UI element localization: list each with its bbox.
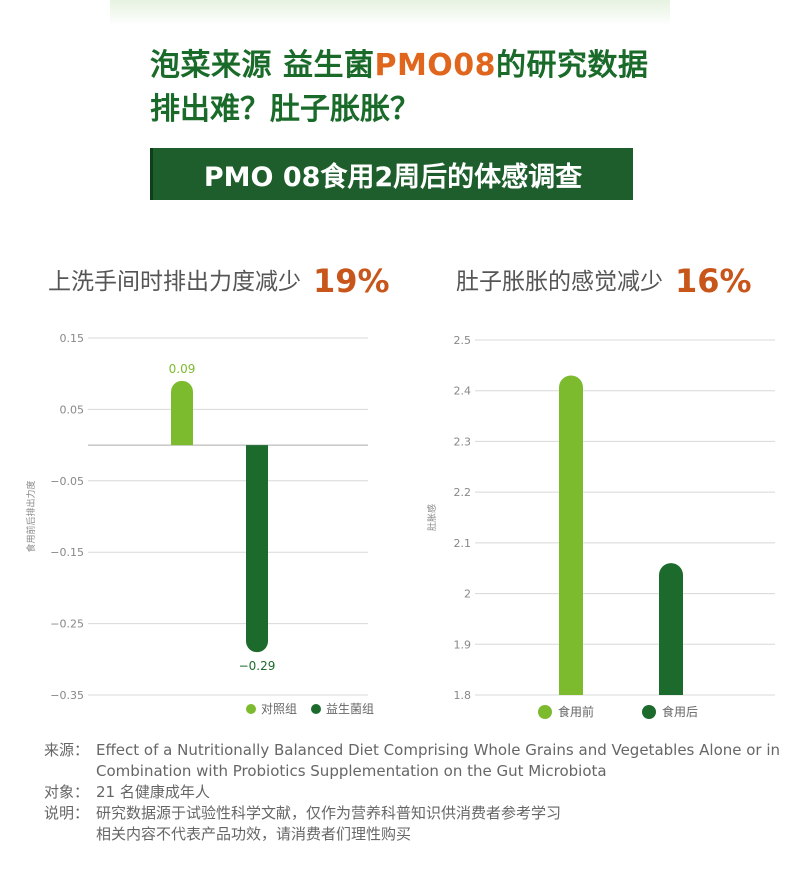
page-subtitle: 排出难？肚子胀胀？ bbox=[150, 92, 420, 127]
title-suffix: 的研究数据 bbox=[496, 48, 649, 83]
note-key: 说明： bbox=[44, 804, 90, 822]
chart1-heading-text: 上洗手间时排出力度减少 bbox=[48, 269, 301, 295]
bar-食用后 bbox=[659, 563, 683, 695]
chart2-heading-percent: 16% bbox=[675, 262, 752, 300]
y-tick-label: 1.9 bbox=[454, 638, 472, 651]
source-row: 来源： Effect of a Nutritionally Balanced Di… bbox=[44, 740, 786, 782]
legend-dot bbox=[538, 705, 552, 719]
subject-key: 对象： bbox=[44, 783, 90, 801]
note-value-1: 研究数据源于试验性科学文献，仅作为营养科普知识供消费者参考学习 bbox=[96, 804, 562, 822]
legend-dot bbox=[642, 705, 656, 719]
subject-value: 21 名健康成年人 bbox=[96, 783, 210, 801]
note-row-2: 相关内容不代表产品功效，请消费者们理性购买 bbox=[44, 824, 786, 845]
y-tick-label: 2 bbox=[464, 588, 471, 601]
legend-dot bbox=[246, 704, 256, 714]
legend-label: 食用后 bbox=[662, 704, 698, 719]
legend-label: 对照组 bbox=[261, 702, 297, 716]
y-tick-label: 1.8 bbox=[454, 689, 472, 702]
data-label: 0.09 bbox=[169, 362, 196, 376]
y-tick-label: 2.5 bbox=[454, 334, 472, 347]
source-key: 来源： bbox=[44, 741, 90, 759]
y-tick-label: −0.25 bbox=[50, 618, 84, 631]
y-axis-label: 食用前后排出力度 bbox=[25, 480, 37, 552]
bar-食用前 bbox=[559, 375, 583, 695]
y-tick-label: 2.4 bbox=[454, 385, 472, 398]
note-key-blank bbox=[44, 824, 96, 845]
source-value: Effect of a Nutritionally Balanced Diet … bbox=[96, 741, 781, 780]
y-tick-label: 2.1 bbox=[454, 537, 472, 550]
bar-益生菌组 bbox=[246, 445, 268, 653]
y-tick-label: 2.2 bbox=[454, 486, 472, 499]
note-value-2: 相关内容不代表产品功效，请消费者们理性购买 bbox=[96, 825, 412, 843]
note-row: 说明： 研究数据源于试验性科学文献，仅作为营养科普知识供消费者参考学习 bbox=[44, 803, 786, 824]
y-tick-label: 0.05 bbox=[60, 403, 85, 416]
subject-row: 对象： 21 名健康成年人 bbox=[44, 782, 786, 803]
legend-label: 益生菌组 bbox=[326, 702, 374, 716]
chart2-heading-text: 肚子胀胀的感觉减少 bbox=[456, 269, 663, 295]
y-tick-label: −0.15 bbox=[50, 546, 84, 559]
survey-banner: PMO 08食用2周后的体感调查 bbox=[150, 148, 633, 200]
y-tick-label: 0.15 bbox=[60, 332, 85, 345]
chart1-heading: 上洗手间时排出力度减少 19% bbox=[48, 262, 390, 300]
y-tick-label: −0.05 bbox=[50, 475, 84, 488]
legend-label: 食用前 bbox=[558, 704, 594, 719]
bar-对照组 bbox=[171, 380, 193, 446]
y-tick-label: 2.3 bbox=[454, 435, 472, 448]
legend-dot bbox=[311, 704, 321, 714]
y-tick-label: −0.35 bbox=[50, 689, 84, 702]
page-title: 泡菜来源 益生菌PMO08的研究数据 bbox=[150, 40, 649, 84]
title-prefix: 泡菜来源 益生菌 bbox=[150, 48, 375, 83]
bowel-force-chart: 0.15 0.05 −0.05 −0.15 −0.25 −0.35 食用前后排出力度 0.09… bbox=[25, 332, 374, 716]
title-accent: PMO08 bbox=[374, 48, 497, 83]
chart1-heading-percent: 19% bbox=[313, 262, 390, 300]
data-label: −0.29 bbox=[239, 659, 276, 673]
chart2-heading: 肚子胀胀的感觉减少 16% bbox=[456, 262, 752, 300]
faded-top-banner bbox=[110, 0, 670, 26]
footer-notes: 来源： Effect of a Nutritionally Balanced Di… bbox=[44, 740, 786, 845]
y-axis-label: 肚胀感 bbox=[426, 504, 438, 531]
